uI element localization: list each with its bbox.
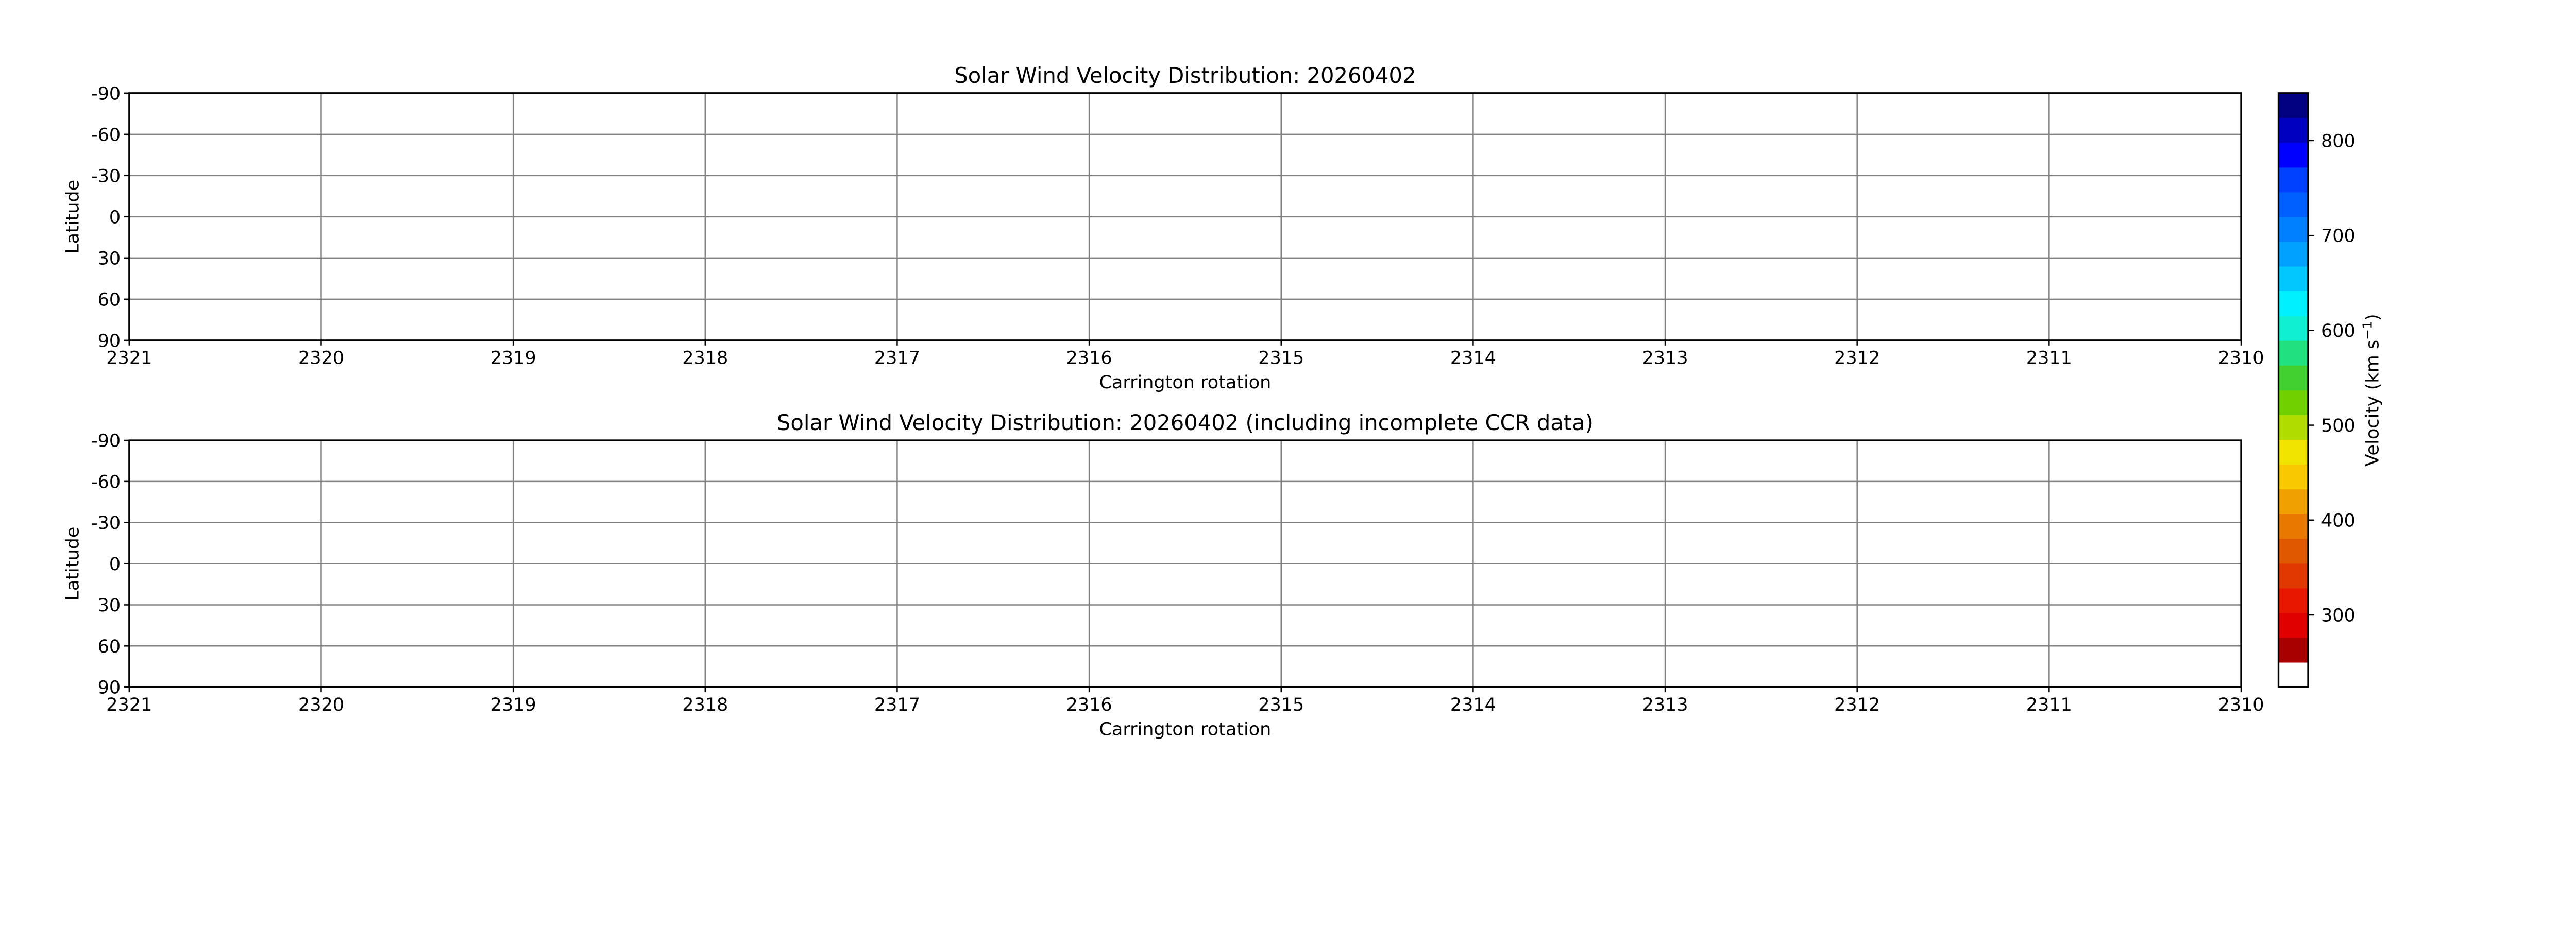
x-tick-label: 2316 [1066,695,1112,715]
colorbar-segment [2278,192,2308,217]
colorbar-segment [2278,563,2308,589]
colorbar-under-segment [2278,662,2308,688]
x-tick-label: 2317 [874,348,920,369]
x-tick-label: 2312 [1834,695,1880,715]
x-tick-label: 2310 [2218,695,2264,715]
x-tick-label: 2316 [1066,348,1112,369]
x-axis-label: Carrington rotation [1099,719,1271,740]
x-axis-label: Carrington rotation [1099,372,1271,393]
colorbar-label-exponent: −1 [2360,321,2375,340]
colorbar-label-main: Velocity (km s [2363,340,2383,467]
colorbar-tick-label: 600 [2321,321,2355,341]
y-tick-label: 0 [109,207,121,228]
y-axis-label: Latitude [62,180,83,254]
y-tick-label: 30 [98,248,121,269]
x-tick-label: 2319 [490,348,536,369]
colorbar-segment [2278,291,2308,316]
panel-1: 2321 2320 2319 2318 2317 2316 2315 2314 2313 2312… [62,63,2264,393]
x-tick-label: 2318 [682,348,728,369]
x-tick-label: 2321 [106,695,152,715]
colorbar-frame [2277,92,2309,688]
x-tick-label: 2313 [1642,348,1688,369]
x-tick-label: 2315 [1258,348,1304,369]
axes-frame [128,92,2242,341]
colorbar-label-close: ) [2363,314,2383,321]
colorbar-segment [2278,489,2308,514]
colorbar-segment [2278,142,2308,168]
colorbar-tick-label: 500 [2321,416,2355,436]
x-tick-label: 2310 [2218,348,2264,369]
panel-2: 2321 2320 2319 2318 2317 2316 2315 2314 2313 2312… [62,410,2264,740]
colorbar-tick-label: 300 [2321,606,2355,626]
x-tick-label: 2314 [1450,348,1496,369]
colorbar-segment [2278,613,2308,638]
colorbar-segment [2278,390,2308,415]
x-tick-label: 2320 [298,348,344,369]
y-tick-label: -60 [91,472,121,492]
colorbar-tick-label: 400 [2321,510,2355,531]
y-tick-label: 60 [98,637,121,657]
y-tick-label: 60 [98,289,121,310]
colorbar-segment [2278,588,2308,613]
x-tick-label: 2314 [1450,695,1496,715]
y-tick-label: 90 [98,331,121,351]
colorbar-segment [2278,266,2308,291]
colorbar-segment [2278,217,2308,242]
y-tick-label: -90 [91,83,121,104]
chart-title: Solar Wind Velocity Distribution: 202604… [777,410,1594,435]
colorbar-segment [2278,340,2308,366]
y-tick-label: -90 [91,431,121,452]
x-tick-label: 2311 [2026,348,2072,369]
y-tick-label: 90 [98,678,121,698]
x-tick-label: 2313 [1642,695,1688,715]
x-tick-label: 2321 [106,348,152,369]
x-tick-label: 2315 [1258,695,1304,715]
colorbar-segment [2278,117,2308,143]
axes-frame [128,439,2242,688]
colorbar-segment [2278,167,2308,193]
colorbar: 300 400 500 600 700 800 Velocity (km s−1) [2277,92,2383,688]
x-tick-label: 2318 [682,695,728,715]
colorbar-label: Velocity (km s−1) [2360,314,2383,466]
colorbar-segment [2278,464,2308,490]
colorbar-segment [2278,638,2308,663]
y-tick-label: -60 [91,125,121,145]
x-tick-label: 2319 [490,695,536,715]
y-axis-label: Latitude [62,527,83,601]
x-tick-label: 2312 [1834,348,1880,369]
chart-title: Solar Wind Velocity Distribution: 202604… [954,63,1416,88]
x-tick-label: 2317 [874,695,920,715]
colorbar-segment [2278,93,2308,118]
colorbar-segment [2278,513,2308,539]
y-tick-label: -30 [91,166,121,186]
figure: 2321 2320 2319 2318 2317 2316 2315 2314 2313 2312… [62,63,2383,740]
colorbar-segment [2278,242,2308,267]
y-tick-label: 0 [109,554,121,575]
colorbar-segment [2278,316,2308,341]
colorbar-tick-label: 800 [2321,131,2355,151]
colorbar-segment [2278,439,2308,465]
x-tick-label: 2311 [2026,695,2072,715]
x-tick-label: 2320 [298,695,344,715]
colorbar-segment [2278,365,2308,390]
colorbar-segment [2278,415,2308,440]
colorbar-segment [2278,538,2308,564]
y-tick-label: -30 [91,513,121,534]
colorbar-tick-label: 700 [2321,226,2355,247]
y-tick-label: 30 [98,595,121,616]
